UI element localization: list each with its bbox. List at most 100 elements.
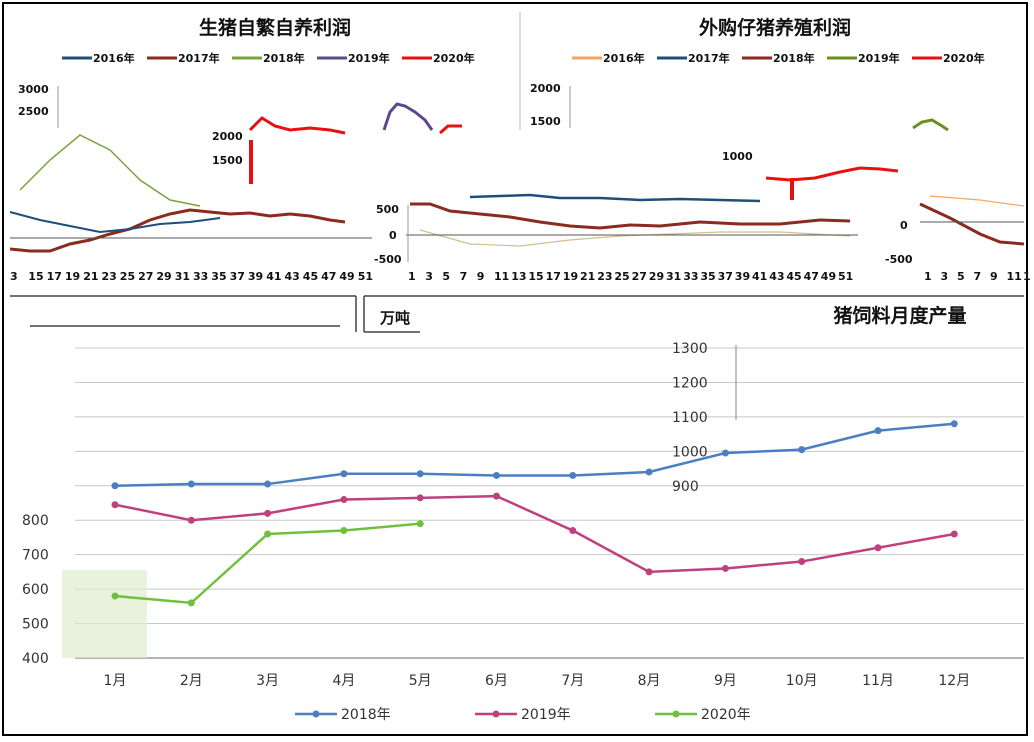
feed-y-tick-1200: 1200	[672, 375, 708, 391]
line-2016-right	[929, 195, 1025, 207]
feed-point-2-4	[416, 520, 424, 528]
line-2020-left	[248, 116, 346, 135]
x-tick-b-24: 49	[821, 270, 836, 283]
chart-title-profit-self: 生猪自繁自养利润	[199, 16, 351, 39]
feed-point-0-9	[798, 446, 806, 454]
feed-x-tick-4: 5月	[409, 673, 432, 689]
x-tick-b-8: 17	[546, 270, 561, 283]
chart-title-feed: 猪饲料月度产量	[832, 304, 966, 327]
x-tick-a-14: 41	[266, 270, 281, 283]
legend-label-0: 2016年	[603, 51, 645, 65]
feed-y-ticks: 400 500 600 700 800 900 1000 1100 1200 1300	[22, 341, 708, 667]
feed-x-ticks: 1月 2月 3月 4月 5月 6月 7月 8月 9月 10月 11月 12月	[104, 673, 971, 689]
line-2019-left	[382, 102, 434, 131]
x-tick-b-19: 39	[735, 270, 750, 283]
x-tick-b-2: 5	[442, 270, 450, 283]
feed-lines	[111, 420, 958, 607]
x-tick-b-14: 29	[649, 270, 664, 283]
x-tick-b-11: 23	[597, 270, 612, 283]
feed-x-tick-7: 8月	[638, 673, 661, 689]
feed-y-tick-1000: 1000	[672, 444, 708, 460]
feed-point-1-2	[264, 509, 272, 517]
feed-shade	[62, 570, 147, 658]
feed-point-1-1	[187, 516, 195, 524]
feed-point-1-11	[950, 530, 958, 538]
legend-label-2: 2018年	[773, 51, 815, 65]
feed-legend-label-2: 2020年	[701, 707, 751, 723]
feed-legend: 2018年 2019年 2020年	[295, 707, 751, 723]
line-2020-right	[765, 166, 899, 182]
feed-x-tick-1: 2月	[180, 673, 203, 689]
x-tick-b-4: 9	[477, 270, 485, 283]
line-2018-right	[919, 202, 1025, 246]
y-tick-1500-b: 1500	[530, 115, 561, 128]
x-tick-a-1: 15	[28, 270, 43, 283]
x-tick-b-9: 19	[563, 270, 578, 283]
x-tick-a-6: 25	[120, 270, 135, 283]
line-2019-right	[912, 118, 949, 132]
feed-x-tick-9: 10月	[786, 673, 818, 689]
feed-line-0	[114, 422, 955, 488]
feed-point-2-1	[187, 599, 195, 607]
feed-point-0-1	[187, 480, 195, 488]
legend-label-2: 2018年	[263, 51, 305, 65]
legend-label-1: 2017年	[178, 51, 220, 65]
feed-point-1-6	[569, 527, 577, 535]
x-tick-c-1: 3	[941, 270, 949, 283]
feed-point-1-0	[111, 501, 119, 509]
feed-point-0-11	[950, 420, 958, 428]
bar-2020-right	[790, 178, 794, 200]
line-2016-mid	[469, 193, 761, 203]
y-tick-neg500: -500	[374, 253, 402, 266]
legend-profit-self: 2016年 2017年 2018年 2019年 2020年	[62, 51, 475, 65]
x-tick-a-0: 3	[10, 270, 18, 283]
feed-point-0-7	[645, 468, 653, 476]
x-tick-a-17: 47	[321, 270, 336, 283]
feed-y-tick-1300: 1300	[672, 341, 708, 357]
y-tick-0: 0	[389, 229, 397, 242]
x-tick-a-3: 19	[65, 270, 80, 283]
feed-y-tick-400: 400	[22, 651, 49, 667]
y-tick-500: 500	[376, 203, 399, 216]
line-2018-mid	[419, 229, 851, 247]
line-2020-mid	[439, 124, 462, 135]
y-tick-1000-b: 1000	[722, 150, 753, 163]
feed-x-tick-8: 9月	[714, 673, 737, 689]
x-tick-a-15: 43	[285, 270, 300, 283]
profit-lines	[9, 102, 1025, 253]
feed-legend-label-0: 2018年	[341, 707, 391, 723]
x-tick-c-0: 1	[924, 270, 932, 283]
feed-y-tick-800: 800	[22, 513, 49, 529]
x-tick-a-10: 33	[193, 270, 208, 283]
feed-point-0-5	[493, 471, 500, 479]
y-tick-2500: 2500	[18, 105, 49, 118]
x-tick-a-16: 45	[303, 270, 318, 283]
x-tick-c-4: 9	[990, 270, 998, 283]
x-tick-b-1: 3	[425, 270, 433, 283]
feed-legend-marker-2	[672, 710, 680, 718]
feed-point-1-7	[645, 568, 653, 576]
x-tick-b-18: 37	[718, 270, 733, 283]
x-tick-a-5: 23	[102, 270, 117, 283]
feed-point-0-4	[416, 470, 424, 478]
y-tick-2000: 2000	[212, 130, 243, 143]
x-tick-b-25: 51	[838, 270, 853, 283]
y-tick-2000-b: 2000	[530, 82, 561, 95]
feed-x-tick-10: 11月	[862, 673, 894, 689]
feed-point-1-4	[416, 494, 424, 502]
feed-point-0-3	[340, 470, 348, 478]
y-tick-0-right: 0	[900, 219, 908, 232]
feed-point-0-6	[569, 471, 577, 479]
legend-label-0: 2016年	[93, 51, 135, 65]
feed-point-0-0	[111, 482, 119, 490]
legend-label-1: 2017年	[688, 51, 730, 65]
feed-x-tick-11: 12月	[938, 673, 970, 689]
feed-point-2-2	[264, 530, 272, 538]
x-tick-c-5: 11	[1007, 270, 1022, 283]
feed-point-0-10	[874, 427, 882, 435]
feed-y-tick-900: 900	[672, 479, 699, 495]
feed-legend-marker-1	[492, 710, 500, 718]
x-tick-b-12: 25	[614, 270, 629, 283]
feed-x-tick-3: 4月	[332, 673, 355, 689]
